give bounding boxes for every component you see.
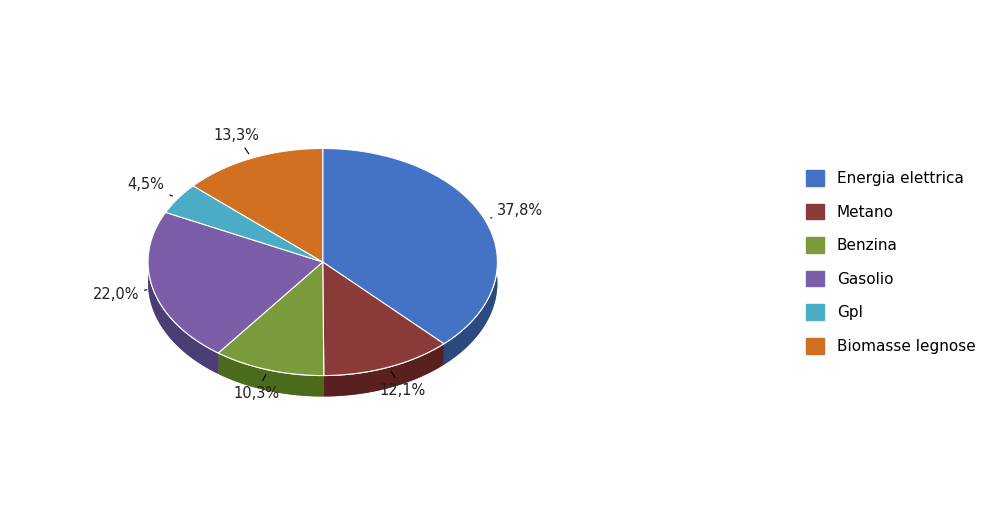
Polygon shape: [166, 186, 323, 262]
Polygon shape: [323, 148, 497, 344]
Polygon shape: [194, 148, 323, 262]
Polygon shape: [148, 233, 323, 374]
Polygon shape: [324, 344, 444, 397]
Text: 13,3%: 13,3%: [213, 128, 259, 154]
Text: 4,5%: 4,5%: [128, 177, 173, 196]
Polygon shape: [194, 169, 323, 283]
Polygon shape: [323, 148, 497, 344]
Polygon shape: [148, 212, 323, 353]
Polygon shape: [148, 212, 323, 353]
Polygon shape: [323, 262, 444, 376]
Text: 12,1%: 12,1%: [380, 372, 426, 398]
Polygon shape: [323, 283, 444, 397]
Polygon shape: [218, 283, 324, 397]
Polygon shape: [323, 169, 497, 365]
Text: 22,0%: 22,0%: [92, 287, 147, 302]
Polygon shape: [323, 148, 497, 365]
Text: 10,3%: 10,3%: [233, 375, 279, 401]
Polygon shape: [194, 148, 323, 207]
Polygon shape: [194, 148, 323, 262]
Legend: Energia elettrica, Metano, Benzina, Gasolio, Gpl, Biomasse legnose: Energia elettrica, Metano, Benzina, Gaso…: [806, 170, 975, 354]
Polygon shape: [166, 186, 194, 233]
Polygon shape: [218, 353, 324, 397]
Polygon shape: [218, 262, 324, 376]
Polygon shape: [218, 262, 324, 376]
Polygon shape: [166, 207, 323, 283]
Text: 37,8%: 37,8%: [491, 203, 543, 218]
Polygon shape: [323, 262, 444, 376]
Polygon shape: [166, 186, 323, 262]
Polygon shape: [148, 212, 218, 374]
